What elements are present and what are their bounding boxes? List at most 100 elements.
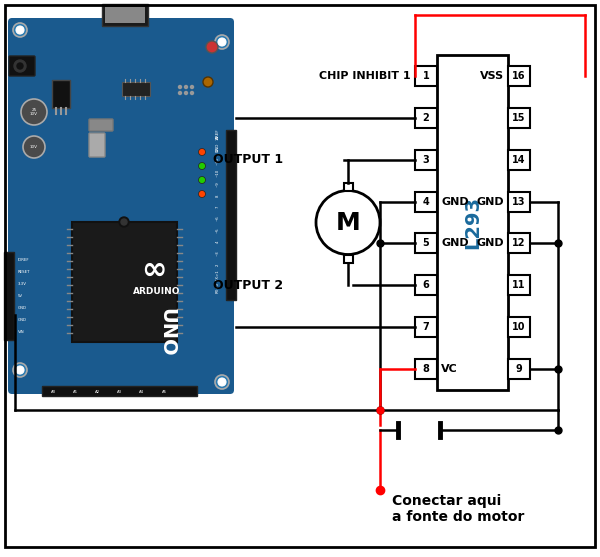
- Text: GND: GND: [441, 197, 469, 207]
- Text: 11: 11: [512, 280, 526, 290]
- Bar: [415, 66, 437, 86]
- Text: 7: 7: [422, 322, 430, 332]
- Text: 25
10V: 25 10V: [30, 108, 38, 116]
- Text: CHIP INHIBIT 1: CHIP INHIBIT 1: [319, 71, 411, 81]
- Text: GND: GND: [476, 238, 504, 248]
- Text: 12: 12: [216, 147, 220, 152]
- Circle shape: [185, 86, 187, 89]
- Text: GND: GND: [18, 306, 27, 310]
- Text: M: M: [335, 211, 361, 234]
- Bar: [415, 233, 437, 253]
- Circle shape: [199, 149, 205, 155]
- Text: 7: 7: [216, 206, 220, 208]
- Text: A1: A1: [73, 390, 79, 394]
- Text: 10: 10: [512, 322, 526, 332]
- Text: 15: 15: [512, 113, 526, 123]
- Text: TX>1: TX>1: [216, 271, 220, 281]
- Bar: [415, 192, 437, 212]
- Text: A4: A4: [139, 390, 145, 394]
- Bar: [122, 82, 150, 96]
- Bar: [508, 233, 530, 253]
- Bar: [508, 192, 530, 212]
- Text: RESET: RESET: [18, 270, 31, 274]
- Text: AREF: AREF: [216, 129, 220, 139]
- Circle shape: [13, 363, 27, 377]
- Circle shape: [23, 136, 45, 158]
- Bar: [508, 66, 530, 86]
- Bar: [415, 275, 437, 295]
- Text: 6: 6: [422, 280, 430, 290]
- Text: OUTPUT 2: OUTPUT 2: [213, 279, 283, 292]
- Circle shape: [203, 77, 213, 87]
- Bar: [508, 150, 530, 170]
- Circle shape: [16, 366, 24, 374]
- Text: 1: 1: [422, 71, 430, 81]
- Circle shape: [199, 190, 205, 198]
- Circle shape: [179, 91, 182, 95]
- FancyBboxPatch shape: [89, 133, 105, 157]
- Circle shape: [199, 163, 205, 169]
- Text: 3: 3: [422, 155, 430, 165]
- Text: 4: 4: [422, 197, 430, 207]
- Text: 5V: 5V: [18, 294, 23, 298]
- Circle shape: [218, 378, 226, 386]
- Text: 2: 2: [216, 263, 220, 266]
- Circle shape: [16, 26, 24, 34]
- Text: 16: 16: [512, 71, 526, 81]
- Bar: [105, 7, 145, 23]
- Bar: [52, 80, 70, 108]
- Text: ~11: ~11: [216, 157, 220, 165]
- Circle shape: [215, 35, 229, 49]
- Text: 12: 12: [512, 238, 526, 248]
- Text: 14: 14: [512, 155, 526, 165]
- Text: A5: A5: [161, 390, 167, 394]
- Text: GND: GND: [18, 318, 27, 322]
- Text: A3: A3: [118, 390, 122, 394]
- Circle shape: [14, 60, 26, 72]
- Text: GND: GND: [476, 197, 504, 207]
- Text: ~3: ~3: [216, 250, 220, 256]
- Circle shape: [179, 86, 182, 89]
- Circle shape: [191, 86, 193, 89]
- Text: Conectar aqui
a fonte do motor: Conectar aqui a fonte do motor: [392, 494, 524, 524]
- Text: 8: 8: [422, 364, 430, 374]
- Text: 13: 13: [216, 135, 220, 140]
- Bar: [226, 130, 236, 300]
- Circle shape: [185, 91, 187, 95]
- Bar: [415, 108, 437, 128]
- FancyBboxPatch shape: [89, 119, 113, 131]
- Text: GND: GND: [441, 238, 469, 248]
- Bar: [42, 386, 197, 396]
- Text: 2: 2: [422, 113, 430, 123]
- Bar: [72, 222, 177, 342]
- Text: VSS: VSS: [480, 71, 504, 81]
- Bar: [508, 275, 530, 295]
- Text: ~9: ~9: [216, 181, 220, 187]
- Text: A2: A2: [95, 390, 101, 394]
- Circle shape: [316, 190, 380, 255]
- Circle shape: [218, 38, 226, 46]
- Text: 4: 4: [216, 240, 220, 243]
- Bar: [415, 150, 437, 170]
- Bar: [508, 359, 530, 379]
- Circle shape: [215, 375, 229, 389]
- Text: OUTPUT 1: OUTPUT 1: [213, 153, 283, 166]
- Text: ~10: ~10: [216, 168, 220, 177]
- Text: 10V: 10V: [30, 145, 38, 149]
- Text: IOREF: IOREF: [18, 258, 29, 262]
- Bar: [508, 108, 530, 128]
- Text: VC: VC: [441, 364, 458, 374]
- Circle shape: [21, 99, 47, 125]
- Circle shape: [199, 177, 205, 183]
- Text: 8: 8: [216, 194, 220, 197]
- Bar: [4, 252, 14, 340]
- Text: GND: GND: [216, 142, 220, 152]
- Text: 3.3V: 3.3V: [18, 282, 27, 286]
- Bar: [415, 317, 437, 337]
- Text: ~5: ~5: [216, 227, 220, 233]
- Text: RX<0: RX<0: [216, 282, 220, 293]
- Bar: [102, 4, 148, 26]
- Text: 13: 13: [512, 197, 526, 207]
- Bar: [437, 55, 508, 390]
- Circle shape: [17, 63, 23, 69]
